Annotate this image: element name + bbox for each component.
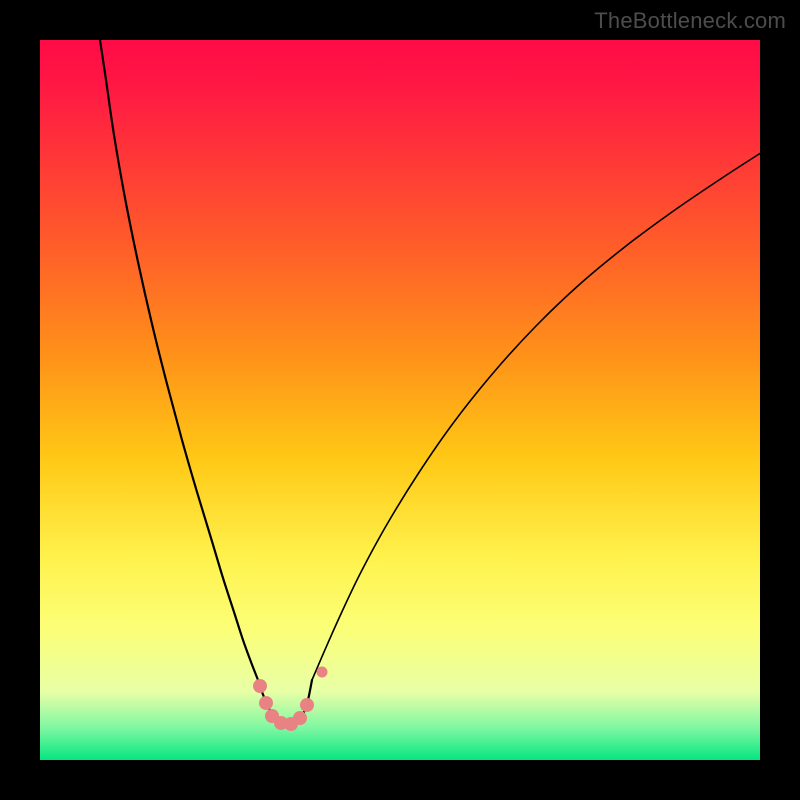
data-marker <box>253 679 267 693</box>
data-marker <box>259 696 273 710</box>
plot-area <box>40 40 760 760</box>
chart-canvas: TheBottleneck.com <box>0 0 800 800</box>
marker-group <box>253 667 328 732</box>
data-marker <box>317 667 328 678</box>
curve-left <box>100 40 258 680</box>
curve-layer <box>40 40 760 760</box>
watermark-text: TheBottleneck.com <box>594 8 786 34</box>
curve-group <box>100 40 761 723</box>
data-marker <box>293 711 307 725</box>
curve-right <box>312 153 761 680</box>
data-marker <box>300 698 314 712</box>
